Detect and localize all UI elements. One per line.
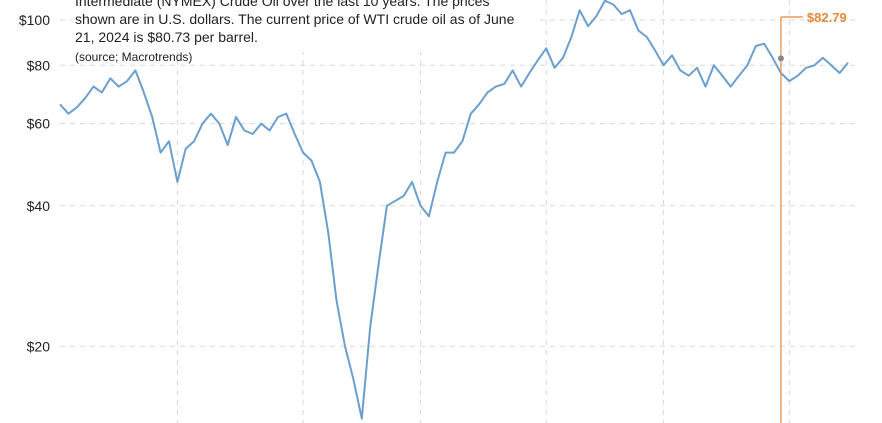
text-background [72,0,535,52]
y-tick-label: $20 [27,338,51,354]
description-line: 21, 2024 is $80.73 per barrel. [75,29,258,45]
description-line: Intermediate (NYMEX) Crude Oil over the … [75,0,489,9]
source: (source; Macrotrends) [75,50,192,64]
price-line [59,0,849,420]
y-tick-label: $80 [27,57,51,73]
plot: $82.79 [59,0,849,423]
annotation-point [777,55,784,62]
y-tick-label: $60 [27,116,51,132]
grid: $20 $40 $60 $80 $100 [19,0,856,423]
description-line: shown are in U.S. dollars. The current p… [75,11,515,27]
y-tick-label: $100 [19,12,50,28]
annotation-label: $82.79 [807,10,847,25]
y-tick-label: $40 [27,198,51,214]
